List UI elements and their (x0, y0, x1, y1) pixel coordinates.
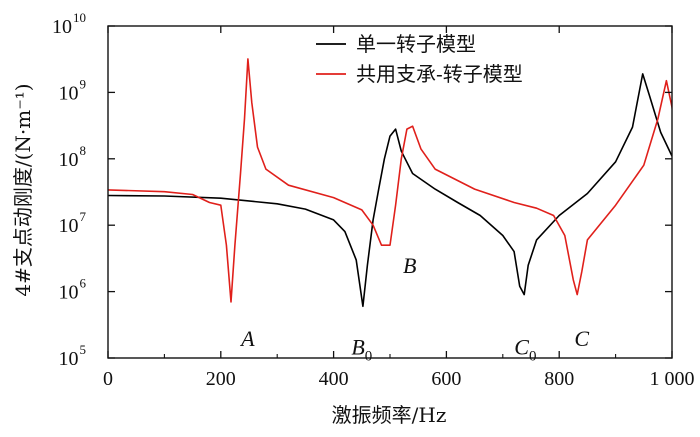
annotation-label: C (574, 326, 589, 351)
annotations: A B0 B C0 C (239, 253, 589, 364)
x-tick-label: 0 (103, 368, 113, 390)
annotation-label: A (239, 326, 255, 351)
series-line-1 (108, 73, 672, 308)
x-tick-label: 200 (206, 368, 236, 390)
y-axis-title: 4#支点动刚度/(N·m⁻¹) (11, 83, 35, 296)
axis-ticks (107, 25, 673, 359)
x-tick-label: 600 (431, 368, 461, 390)
y-tick-label: 108 (59, 143, 87, 171)
y-tick-label: 1010 (52, 10, 86, 38)
y-tick-label: 107 (59, 209, 87, 237)
y-tick-label: 109 (59, 76, 87, 104)
x-tick-label: 1 000 (650, 368, 695, 390)
x-axis-title: 激振频率/Hz (332, 403, 447, 427)
annotation-label: B0 (351, 334, 372, 364)
annotation-label: C0 (514, 334, 536, 364)
x-tick-label: 400 (319, 368, 349, 390)
legend-label: 单一转子模型 (356, 32, 476, 56)
y-tick-label: 105 (59, 342, 87, 370)
series-line-2 (108, 58, 672, 303)
x-tick-label: 800 (544, 368, 574, 390)
annotation-label: B (403, 253, 416, 278)
series-layer (108, 58, 672, 308)
legend-label: 共用支承-转子模型 (356, 62, 523, 86)
y-tick-label: 106 (59, 276, 87, 304)
